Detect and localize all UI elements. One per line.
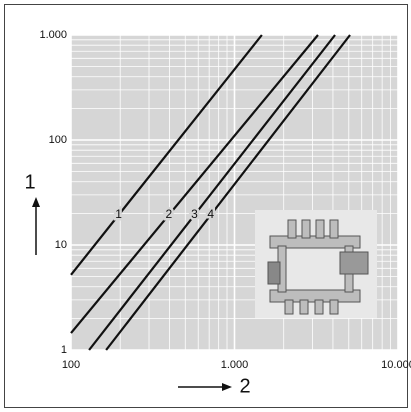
y-tick-label: 10 xyxy=(55,239,67,251)
curve-label: 3 xyxy=(191,207,198,221)
x-tick-label: 100 xyxy=(62,359,80,371)
x-tick-label: 1.000 xyxy=(221,359,249,371)
manifold-illustration xyxy=(255,210,377,318)
y-tick-label: 1.000 xyxy=(39,29,67,41)
curve-label: 4 xyxy=(207,207,214,221)
x-tick-label: 10.000 xyxy=(381,359,411,371)
curve-label: 2 xyxy=(165,207,172,221)
y-tick-label: 100 xyxy=(49,134,67,146)
x-axis-label: 2 xyxy=(239,375,250,397)
curve-label: 1 xyxy=(115,207,122,221)
y-axis-label: 1 xyxy=(24,171,35,193)
y-tick-label: 1 xyxy=(61,344,67,356)
chart: 1 2 100 1.000 10.000 1 10 100 1.000 1 2 34 xyxy=(0,0,411,412)
